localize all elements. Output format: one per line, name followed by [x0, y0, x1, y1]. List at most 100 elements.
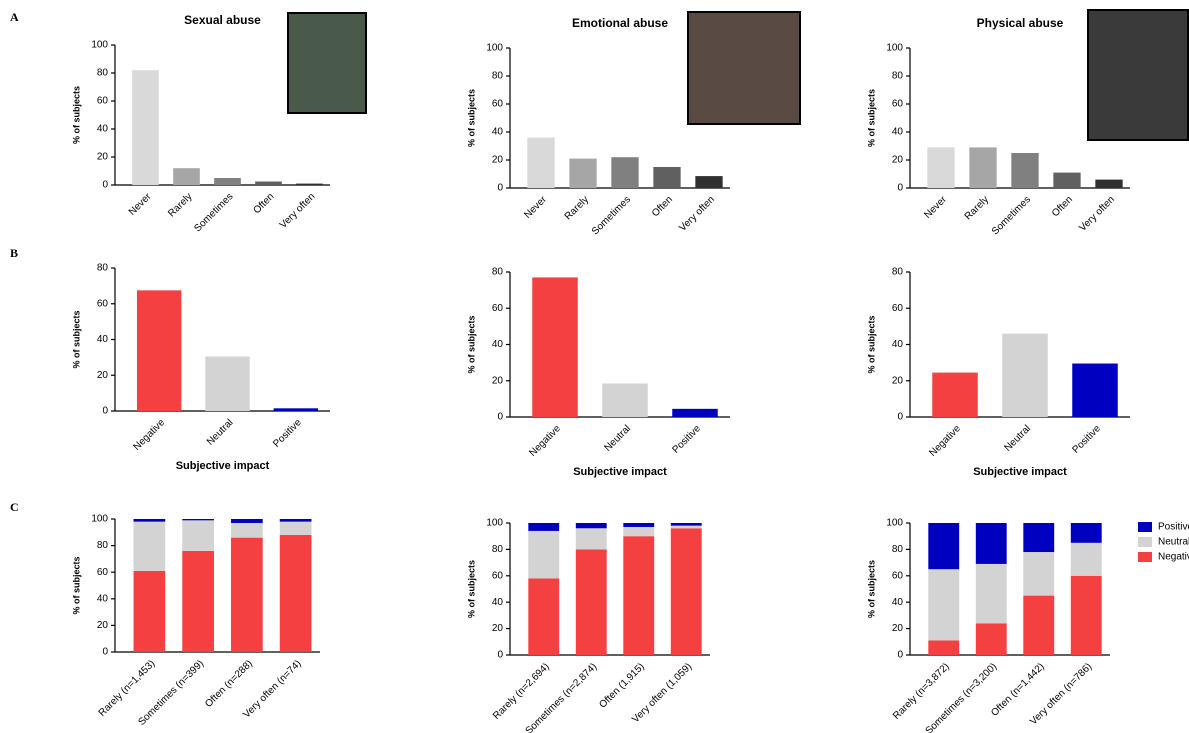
bar: [255, 182, 282, 186]
x-tick-label: Negative: [527, 423, 563, 459]
y-tick-label: 40: [492, 339, 504, 350]
y-tick-label: 20: [892, 155, 904, 166]
x-tick-label: Neutral: [602, 423, 633, 454]
bar: [274, 408, 318, 411]
bar: [132, 70, 159, 185]
bar-segment: [1071, 523, 1102, 543]
bar-segment: [1023, 523, 1054, 552]
bar-segment: [976, 523, 1007, 564]
x-tick-label: Rarely: [166, 191, 194, 219]
y-tick-label: 100: [91, 40, 108, 51]
y-tick-label: 60: [492, 99, 504, 110]
y-tick-label: 0: [497, 183, 503, 194]
y-tick-label: 80: [892, 267, 904, 278]
y-axis-label: % of subjects: [866, 315, 876, 373]
x-tick-label: Sometimes: [192, 191, 235, 234]
bar-segment: [928, 569, 959, 640]
y-tick-label: 60: [492, 303, 504, 314]
bar-segment: [623, 536, 654, 655]
x-tick-label: Sometimes: [590, 194, 633, 237]
y-tick-label: 80: [97, 263, 109, 274]
y-tick-label: 20: [97, 620, 109, 631]
x-tick-label: Never: [922, 194, 949, 221]
y-tick-label: 0: [102, 406, 108, 417]
x-tick-label: Often: [251, 191, 276, 216]
bar-segment: [623, 527, 654, 536]
y-tick-label: 60: [892, 99, 904, 110]
x-axis-label: Subjective impact: [573, 466, 667, 478]
legend-label: Neutral: [1158, 537, 1189, 548]
bar: [1053, 173, 1080, 188]
illustration: [688, 12, 800, 124]
x-tick-label: Positive: [1070, 423, 1103, 456]
bar: [569, 159, 596, 188]
bar-segment: [1023, 552, 1054, 596]
bar: [927, 147, 954, 188]
x-tick-label: Often (1,915): [597, 661, 646, 710]
bar-segment: [528, 578, 559, 655]
legend-label: Negative: [1158, 552, 1189, 563]
y-tick-label: 40: [492, 597, 504, 608]
y-axis-label: % of subjects: [71, 310, 81, 368]
bar-segment: [182, 551, 214, 652]
x-tick-label: Positive: [271, 417, 304, 450]
y-tick-label: 0: [102, 647, 108, 658]
figure: A B C Sexual abuse020406080100% of subje…: [0, 0, 1189, 733]
bar-segment: [134, 519, 166, 522]
bar-segment: [528, 531, 559, 579]
y-tick-label: 0: [102, 180, 108, 191]
x-tick-label: Positive: [670, 423, 703, 456]
illustration: [1088, 10, 1188, 140]
bar-segment: [671, 528, 702, 655]
x-tick-label: Negative: [131, 417, 167, 453]
bar: [296, 184, 323, 185]
bar-segment: [976, 623, 1007, 655]
bar: [137, 290, 181, 411]
bar-segment: [231, 523, 263, 538]
x-tick-label: Neutral: [205, 417, 236, 448]
x-tick-label: Sometimes: [990, 194, 1033, 237]
y-tick-label: 60: [892, 570, 904, 581]
y-axis-label: % of subjects: [866, 560, 876, 618]
bar: [1011, 153, 1038, 188]
y-axis-label: % of subjects: [71, 86, 81, 144]
bar-segment: [928, 523, 959, 569]
y-tick-label: 100: [486, 43, 503, 54]
bar-segment: [671, 523, 702, 526]
bar-segment: [134, 522, 166, 571]
x-tick-label: Very often: [677, 194, 717, 234]
y-tick-label: 20: [892, 623, 904, 634]
y-tick-label: 0: [497, 412, 503, 423]
y-tick-label: 60: [97, 567, 109, 578]
y-tick-label: 20: [492, 623, 504, 634]
y-tick-label: 0: [897, 183, 903, 194]
panel-label: C: [10, 500, 19, 514]
legend-swatch: [1138, 522, 1152, 532]
y-tick-label: 60: [97, 96, 109, 107]
x-tick-label: Often: [650, 194, 675, 219]
x-tick-label: Negative: [927, 423, 963, 459]
y-tick-label: 80: [97, 540, 109, 551]
y-tick-label: 40: [97, 593, 109, 604]
x-tick-label: Very often: [278, 191, 318, 231]
bar-segment: [231, 538, 263, 652]
bar-segment: [182, 520, 214, 551]
bar-segment: [1023, 596, 1054, 655]
bar: [672, 409, 718, 417]
y-tick-label: 60: [892, 303, 904, 314]
legend-swatch: [1138, 552, 1152, 562]
x-axis-label: Subjective impact: [973, 466, 1067, 478]
bar: [653, 167, 680, 188]
y-axis-label: % of subjects: [466, 89, 476, 147]
bar: [611, 157, 638, 188]
x-tick-label: Neutral: [1002, 423, 1033, 454]
y-tick-label: 80: [492, 71, 504, 82]
y-tick-label: 20: [97, 370, 109, 381]
x-tick-label: Rarely: [563, 194, 591, 222]
y-tick-label: 80: [892, 71, 904, 82]
y-axis-label: % of subjects: [466, 560, 476, 618]
y-tick-label: 40: [97, 124, 109, 135]
chart-title: Emotional abuse: [572, 16, 668, 30]
y-tick-label: 60: [492, 570, 504, 581]
bar-segment: [231, 519, 263, 523]
